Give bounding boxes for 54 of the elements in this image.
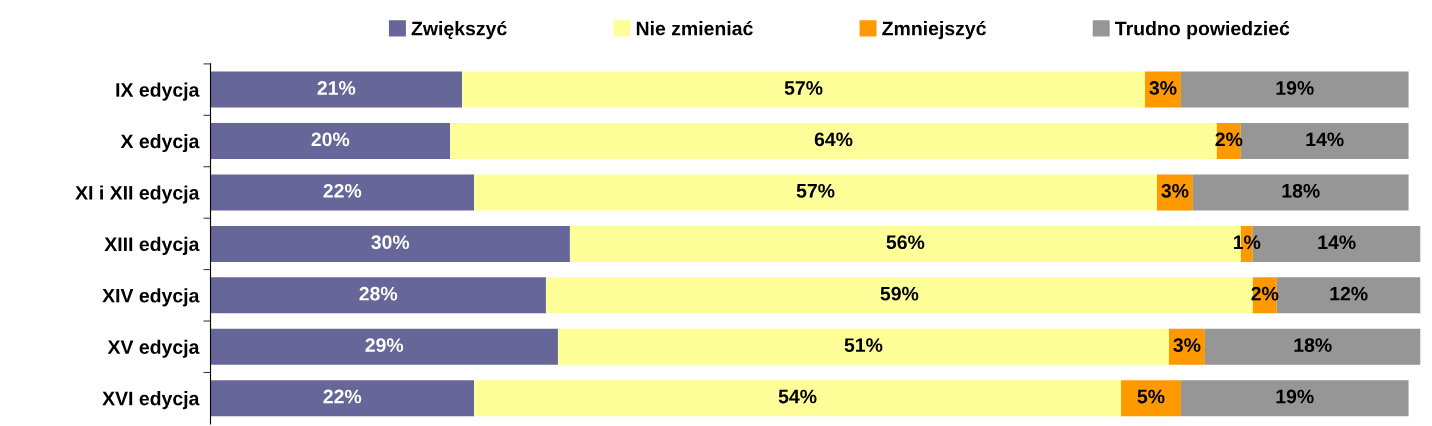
data-label: 14% (1306, 132, 1344, 147)
data-label: 19% (1276, 81, 1314, 95)
data-label: 59% (880, 286, 919, 301)
bar (474, 174, 1157, 211)
data-label: 19% (1276, 389, 1314, 404)
legend-label: Zwiększyć (411, 20, 507, 40)
data-label: 22% (323, 183, 362, 198)
bar (545, 277, 1253, 314)
data-label: 54% (778, 389, 817, 404)
bar (210, 225, 570, 262)
bar (210, 328, 558, 365)
legend-label: Zmniejszyć (882, 20, 986, 40)
y-tick-label: X edycja (120, 133, 200, 153)
bar (450, 123, 1217, 160)
data-label: 56% (886, 235, 925, 250)
bar (557, 328, 1169, 365)
bar (1180, 380, 1409, 417)
data-label: 12% (1330, 286, 1368, 301)
y-tick-label: XIII edycja (104, 236, 200, 255)
bar (210, 380, 475, 417)
data-label: 57% (784, 81, 823, 95)
bar (210, 174, 475, 211)
legend-label: Trudno powiedzieć (1115, 20, 1290, 40)
data-label: 18% (1294, 338, 1332, 352)
data-label: 28% (359, 286, 398, 301)
data-label: 18% (1282, 183, 1320, 198)
data-label: 3% (1149, 81, 1177, 95)
y-tick-label: XV edycja (107, 339, 200, 358)
data-label: 30% (371, 235, 410, 250)
bar (474, 380, 1122, 417)
data-label: 51% (844, 338, 883, 352)
data-label: 29% (365, 338, 404, 352)
data-label: 5% (1137, 389, 1165, 404)
data-label: 57% (796, 183, 835, 198)
data-label: 64% (814, 132, 853, 147)
data-label: 21% (317, 81, 356, 95)
y-tick-label: XVI edycja (102, 391, 200, 410)
data-label: 3% (1161, 183, 1189, 198)
y-tick-label: IX edycja (116, 82, 200, 101)
bar (210, 277, 546, 314)
data-label: 20% (311, 132, 350, 147)
bar (1121, 380, 1181, 417)
bar (1204, 328, 1421, 365)
bar (210, 123, 451, 160)
y-tick-label: XIV edycja (102, 288, 200, 307)
legend-label: Nie zmieniać (636, 20, 753, 36)
bar (462, 71, 1145, 108)
bar (1180, 71, 1409, 108)
data-label: 22% (323, 389, 362, 404)
bar (210, 71, 463, 108)
y-tick-label: XI i XII edycja (75, 185, 200, 204)
data-label: 14% (1318, 235, 1356, 250)
data-label: 3% (1173, 338, 1201, 352)
bar (1192, 174, 1409, 211)
